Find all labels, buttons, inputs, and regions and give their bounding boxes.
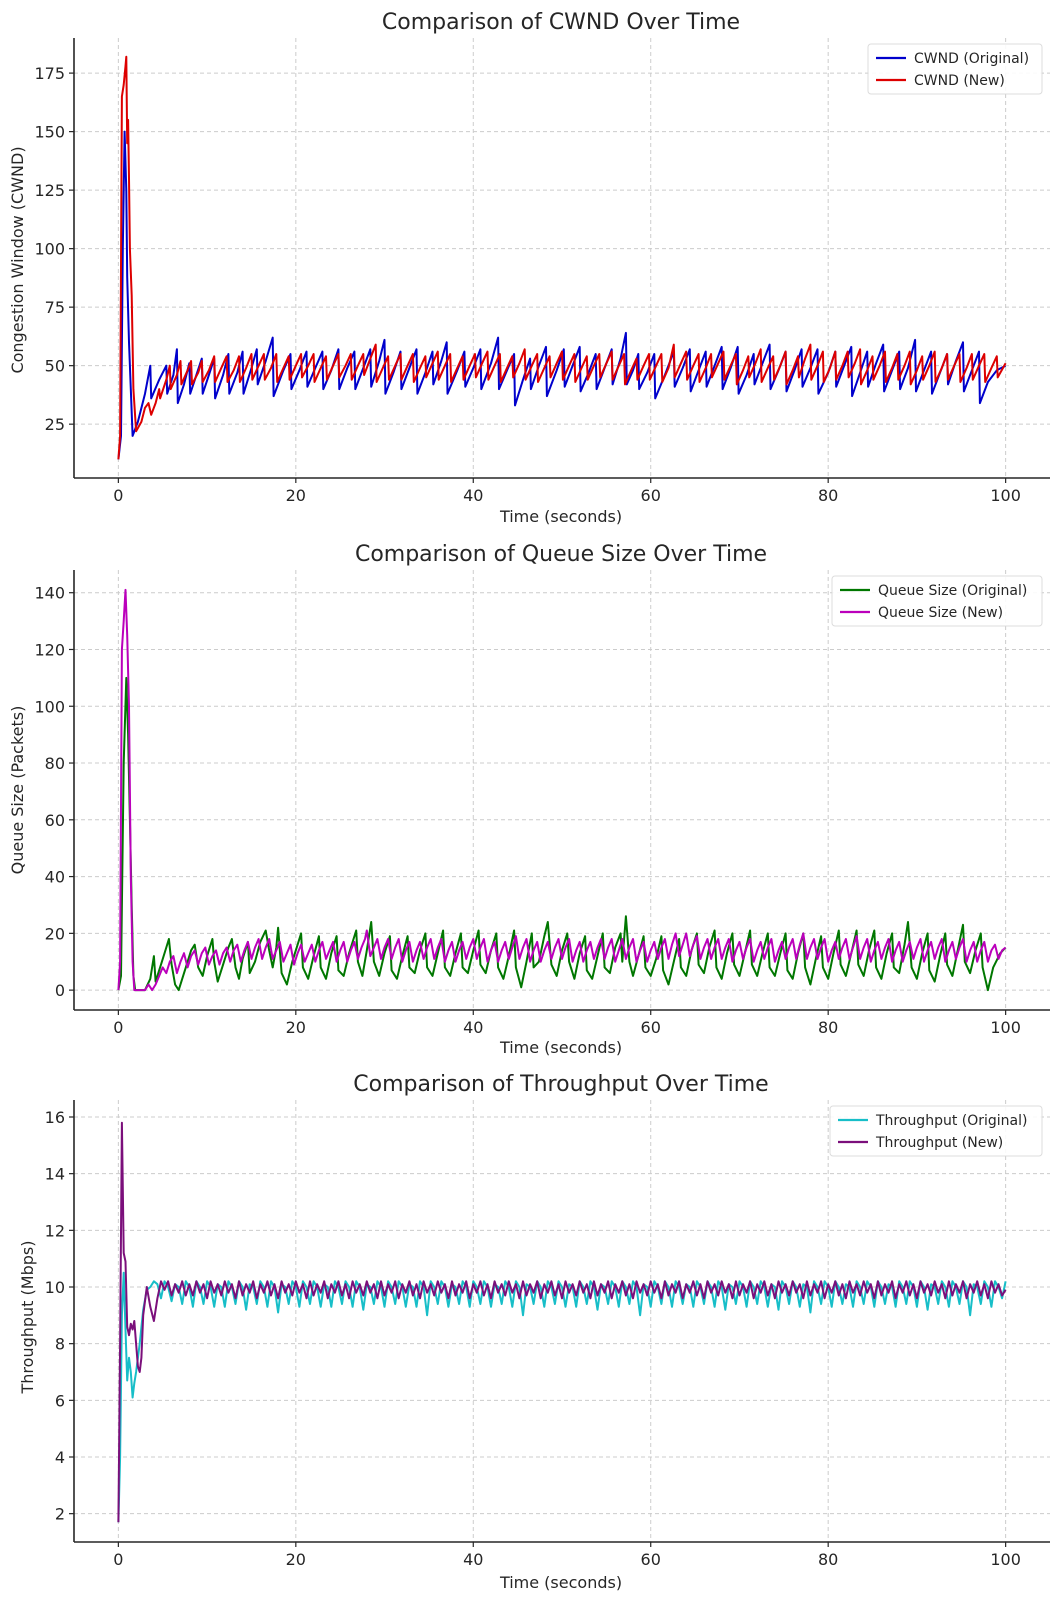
legend-label: Throughput (New) (875, 1135, 1003, 1151)
y-tick-label: 125 (34, 181, 65, 200)
legend-label: CWND (New) (914, 73, 1005, 89)
y-tick-label: 4 (55, 1448, 65, 1467)
y-tick-label: 150 (34, 123, 65, 142)
series-layer (117, 1121, 1007, 1523)
x-tick-label: 20 (286, 1550, 306, 1569)
axes: 0 20 40 60 80 100 25 50 75 100 125 150 175 (34, 38, 1050, 505)
series-layer (117, 55, 1007, 460)
legend: CWND (Original) CWND (New) (867, 43, 1043, 95)
x-tick-label: 60 (641, 486, 661, 505)
legend-label: Queue Size (Original) (878, 583, 1027, 599)
y-axis-label: Queue Size (Packets) (8, 706, 27, 875)
series-line (117, 676, 1007, 992)
x-tick-label: 0 (113, 1018, 123, 1037)
axes: 0 20 40 60 80 100 0 20 40 60 80 100 120 140 (34, 570, 1050, 1037)
y-axis-label: Congestion Window (CWND) (8, 146, 27, 373)
y-tick-label: 0 (55, 981, 65, 1000)
y-tick-label: 14 (45, 1165, 65, 1184)
x-axis-label: Time (seconds) (499, 507, 622, 526)
y-tick-label: 100 (34, 697, 65, 716)
x-tick-label: 80 (818, 486, 838, 505)
x-axis-label: Time (seconds) (499, 1038, 622, 1057)
legend-label: Throughput (Original) (875, 1113, 1027, 1129)
y-tick-label: 25 (45, 415, 65, 434)
x-tick-label: 0 (113, 486, 123, 505)
chart-title: Comparison of CWND Over Time (382, 10, 740, 35)
x-tick-label: 100 (990, 486, 1021, 505)
y-tick-label: 50 (45, 357, 65, 376)
x-tick-label: 80 (818, 1550, 838, 1569)
chart-title: Comparison of Throughput Over Time (353, 1072, 768, 1097)
y-tick-label: 6 (55, 1391, 65, 1410)
x-tick-label: 60 (641, 1550, 661, 1569)
panel-cwnd: Comparison of CWND Over Time 0 20 40 60 80 10… (8, 10, 1050, 526)
y-tick-label: 120 (34, 640, 65, 659)
y-tick-label: 12 (45, 1221, 65, 1240)
legend-box (831, 575, 1043, 627)
x-tick-label: 20 (286, 486, 306, 505)
panel-throughput: Comparison of Throughput Over Time 0 20 40… (18, 1072, 1050, 1592)
x-tick-label: 60 (641, 1018, 661, 1037)
legend: Queue Size (Original) Queue Size (New) (831, 575, 1043, 627)
x-tick-label: 80 (818, 1018, 838, 1037)
series-line (117, 55, 1007, 460)
x-tick-label: 0 (113, 1550, 123, 1569)
legend-box (867, 43, 1043, 95)
panel-queue: Comparison of Queue Size Over Time 0 20 40… (8, 542, 1050, 1057)
y-tick-label: 40 (45, 868, 65, 887)
axes: 0 20 40 60 80 100 2 4 6 8 10 12 14 16 (45, 1100, 1050, 1569)
series-line (117, 1121, 1007, 1523)
y-tick-label: 80 (45, 754, 65, 773)
x-tick-label: 40 (463, 1018, 483, 1037)
x-tick-label: 100 (990, 1018, 1021, 1037)
y-tick-label: 8 (55, 1335, 65, 1354)
series-line (117, 130, 1007, 460)
y-tick-label: 2 (55, 1505, 65, 1524)
y-tick-label: 20 (45, 924, 65, 943)
y-tick-label: 10 (45, 1278, 65, 1297)
y-tick-label: 16 (45, 1108, 65, 1127)
x-tick-label: 40 (463, 486, 483, 505)
x-tick-label: 100 (990, 1550, 1021, 1569)
y-tick-label: 100 (34, 240, 65, 259)
y-axis-label: Throughput (Mbps) (18, 1241, 37, 1395)
y-tick-label: 75 (45, 298, 65, 317)
series-line (117, 588, 1007, 992)
x-axis-label: Time (seconds) (499, 1573, 622, 1592)
legend-label: CWND (Original) (914, 51, 1029, 67)
y-tick-label: 60 (45, 811, 65, 830)
y-tick-label: 175 (34, 64, 65, 83)
legend-label: Queue Size (New) (878, 605, 1003, 621)
x-tick-label: 40 (463, 1550, 483, 1569)
chart-title: Comparison of Queue Size Over Time (355, 542, 767, 567)
x-tick-label: 20 (286, 1018, 306, 1037)
legend: Throughput (Original) Throughput (New) (829, 1105, 1043, 1157)
series-layer (117, 588, 1007, 992)
y-tick-label: 140 (34, 584, 65, 603)
legend-box (829, 1105, 1043, 1157)
